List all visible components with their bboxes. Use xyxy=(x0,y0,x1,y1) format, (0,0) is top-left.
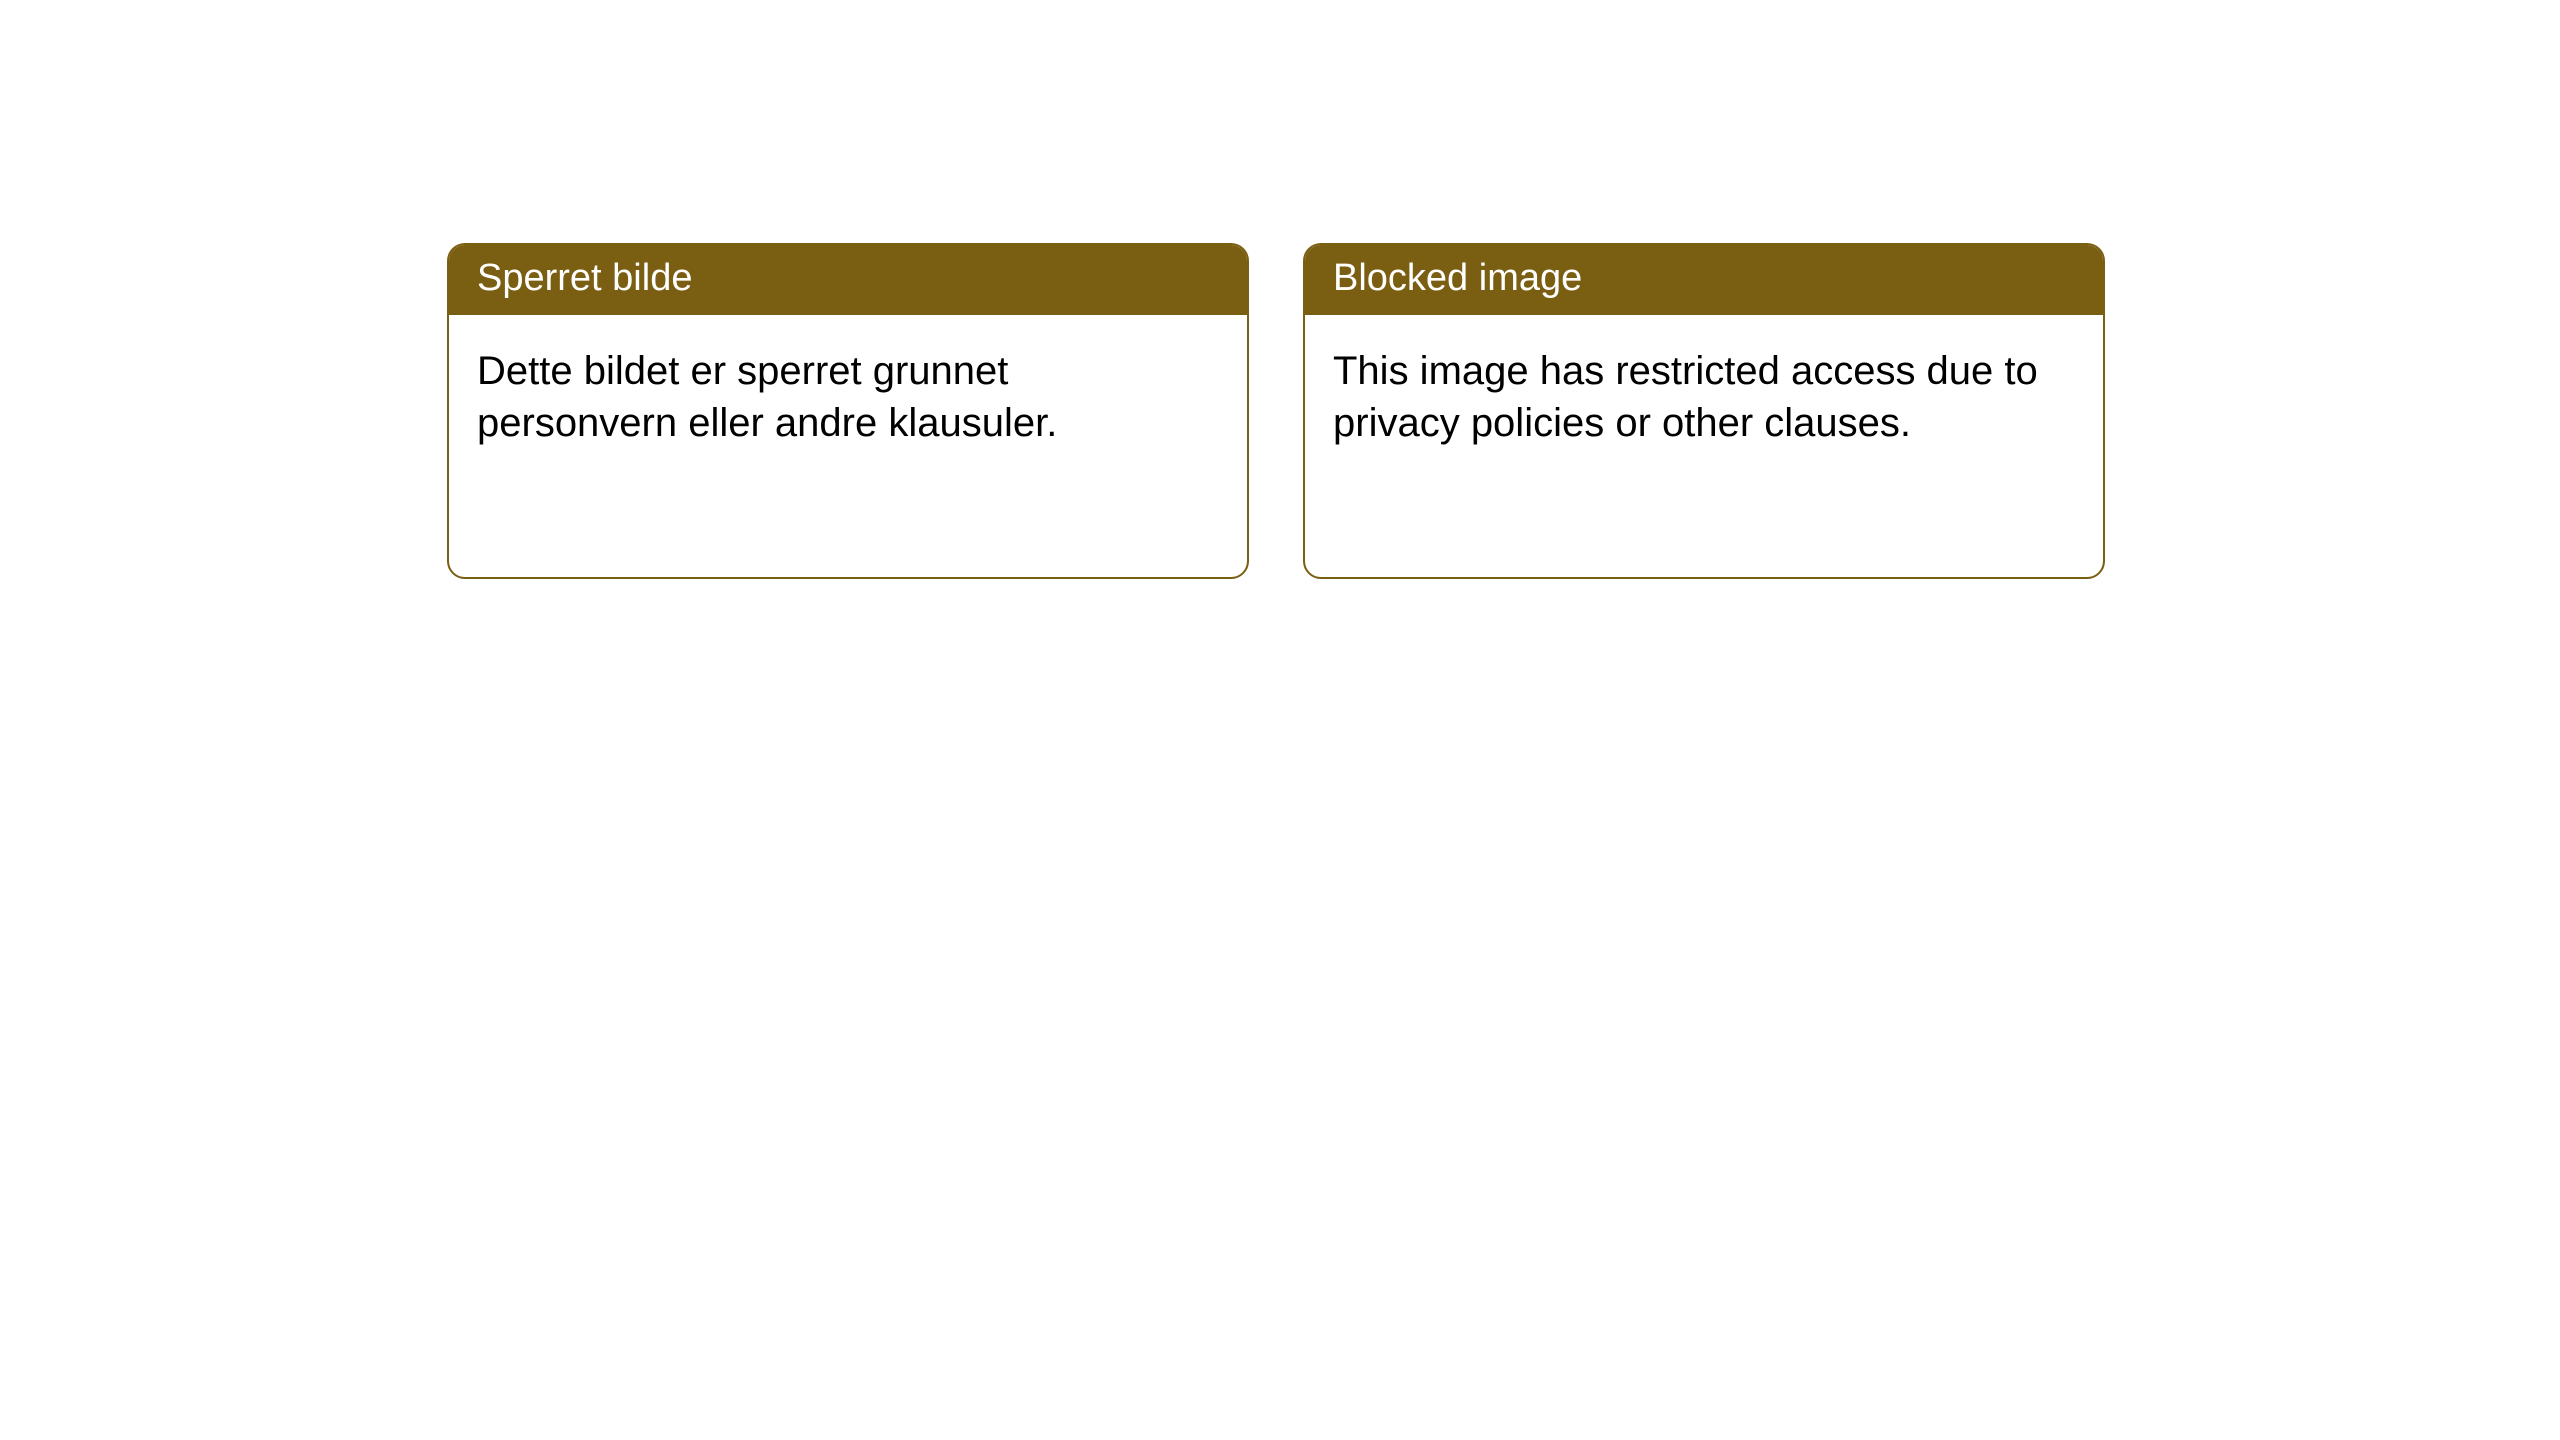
notice-card-english: Blocked image This image has restricted … xyxy=(1303,243,2105,579)
notice-header-norwegian: Sperret bilde xyxy=(449,245,1247,315)
notice-body-english: This image has restricted access due to … xyxy=(1305,315,2103,578)
notice-container: Sperret bilde Dette bildet er sperret gr… xyxy=(447,243,2105,579)
notice-body-norwegian: Dette bildet er sperret grunnet personve… xyxy=(449,315,1247,578)
notice-card-norwegian: Sperret bilde Dette bildet er sperret gr… xyxy=(447,243,1249,579)
notice-header-english: Blocked image xyxy=(1305,245,2103,315)
